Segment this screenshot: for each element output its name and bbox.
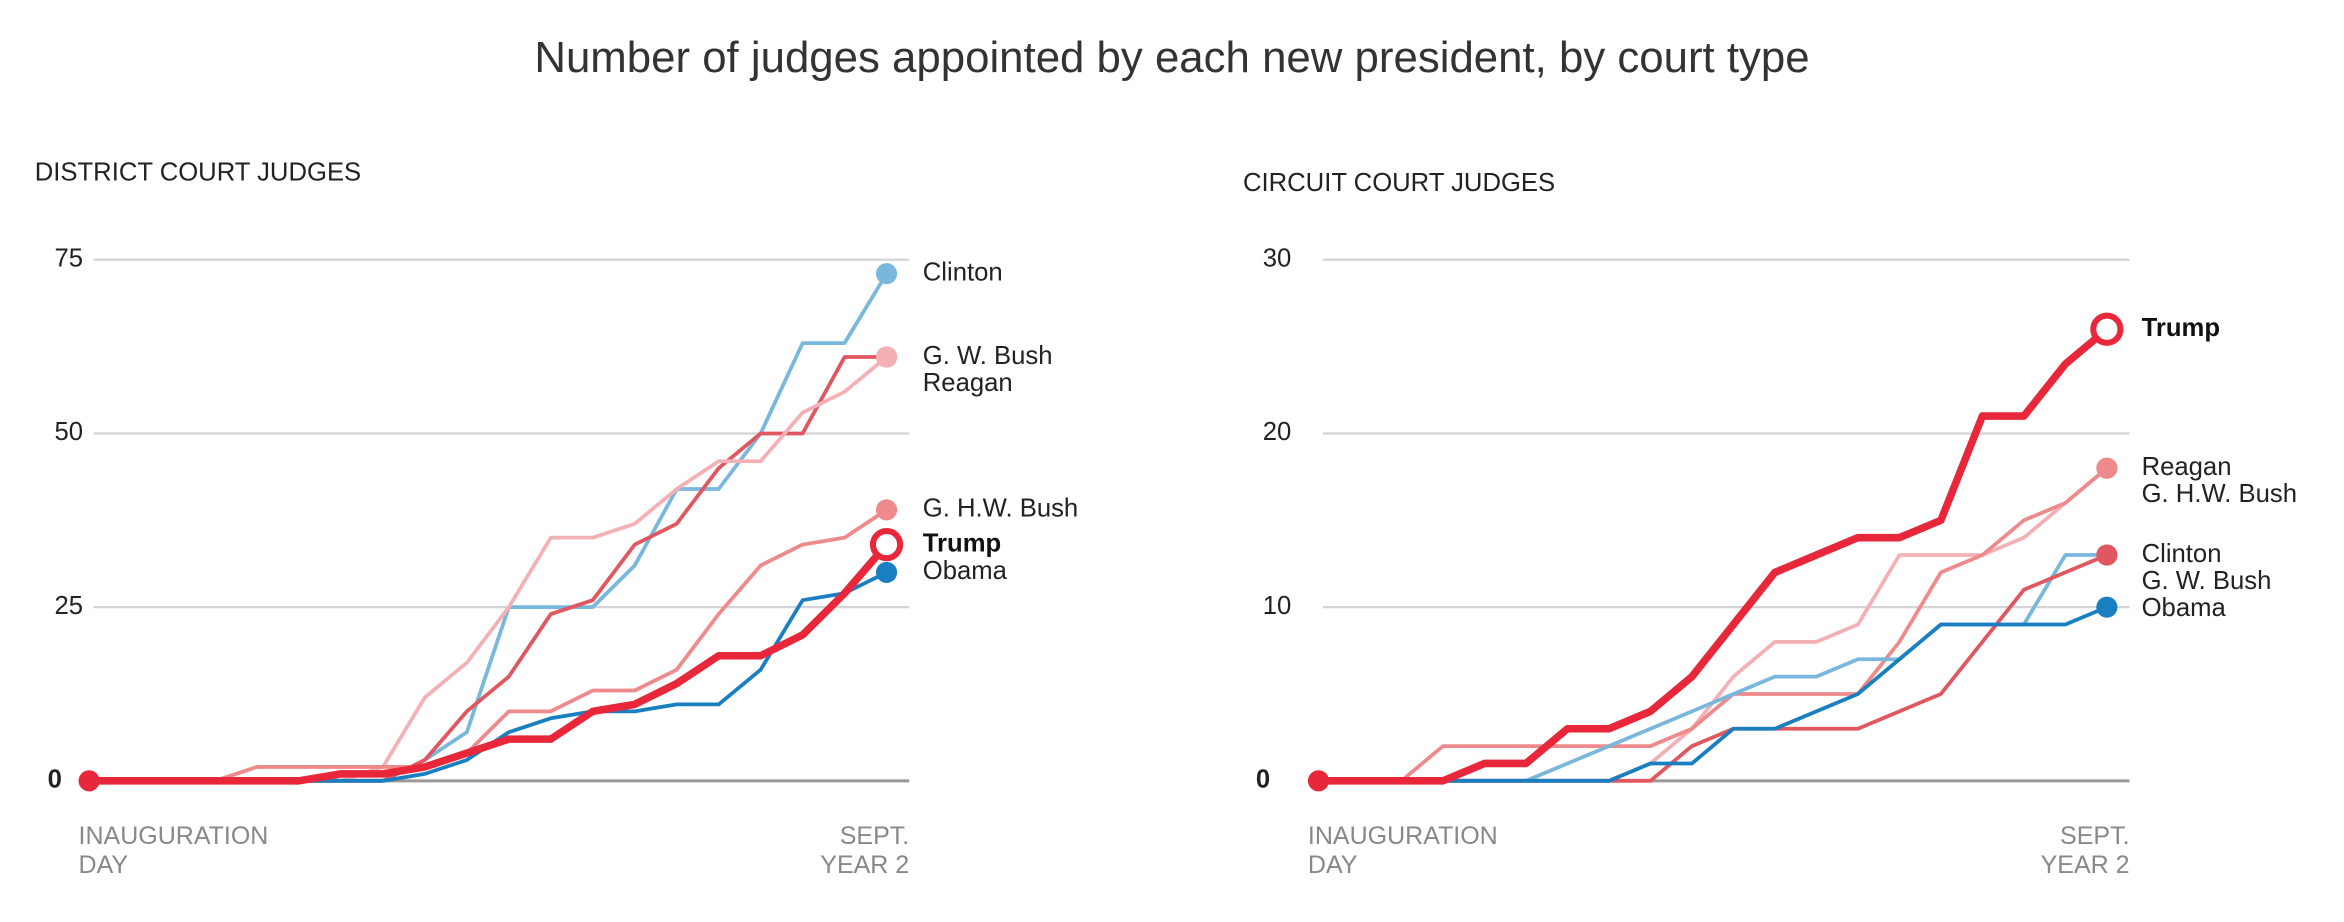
- x-tick-label: SEPT. YEAR 2: [2040, 821, 2130, 879]
- y-tick-label: 20: [1263, 418, 1292, 446]
- legend-label: G. H.W. Bush: [923, 495, 1078, 523]
- legend-label: Trump: [923, 529, 1001, 557]
- legend-label: Obama: [923, 557, 1008, 585]
- legend-label: Obama: [2142, 594, 2227, 622]
- legend-label: Reagan: [923, 369, 1013, 397]
- series-line: [89, 542, 890, 785]
- start-marker: [78, 770, 100, 792]
- end-marker: [2096, 457, 2118, 479]
- end-marker: [2090, 312, 2124, 346]
- y-tick-label: 75: [55, 245, 84, 273]
- legend-label: G. W. Bush: [923, 342, 1053, 370]
- end-marker: [869, 528, 904, 562]
- end-marker: [875, 346, 898, 368]
- x-tick-label: SEPT. YEAR 2: [820, 821, 910, 879]
- y-tick-label: 50: [55, 418, 84, 446]
- end-marker: [875, 263, 898, 285]
- series-line: [1318, 466, 2109, 783]
- page-title: Number of judges appointed by each new p…: [534, 33, 1809, 82]
- legend-label: Clinton: [2142, 540, 2222, 568]
- y-tick-label: 25: [55, 592, 84, 620]
- y-tick-label: 0: [48, 766, 62, 794]
- series-line: [1318, 326, 2110, 785]
- series-line: [89, 272, 889, 783]
- legend-label: G. W. Bush: [2142, 567, 2272, 595]
- end-marker: [2096, 544, 2118, 566]
- chart-title: DISTRICT COURT JUDGES: [35, 158, 361, 186]
- legend-label: G. H.W. Bush: [2142, 480, 2297, 508]
- end-marker: [875, 499, 898, 521]
- x-tick-label: INAUGURATION DAY: [1307, 821, 1498, 879]
- y-tick-label: 30: [1263, 245, 1292, 273]
- end-marker: [875, 561, 898, 583]
- y-tick-label: 10: [1263, 592, 1292, 620]
- x-tick-label: INAUGURATION DAY: [78, 821, 269, 879]
- legend-label: Clinton: [923, 258, 1003, 286]
- series-line: [89, 508, 888, 783]
- y-tick-label: 0: [1256, 766, 1270, 794]
- chart-title: CIRCUIT COURT JUDGES: [1243, 169, 1555, 197]
- end-marker: [2096, 596, 2118, 618]
- legend-label: Reagan: [2142, 453, 2232, 481]
- legend-label: Trump: [2142, 314, 2220, 342]
- start-marker: [1307, 770, 1330, 792]
